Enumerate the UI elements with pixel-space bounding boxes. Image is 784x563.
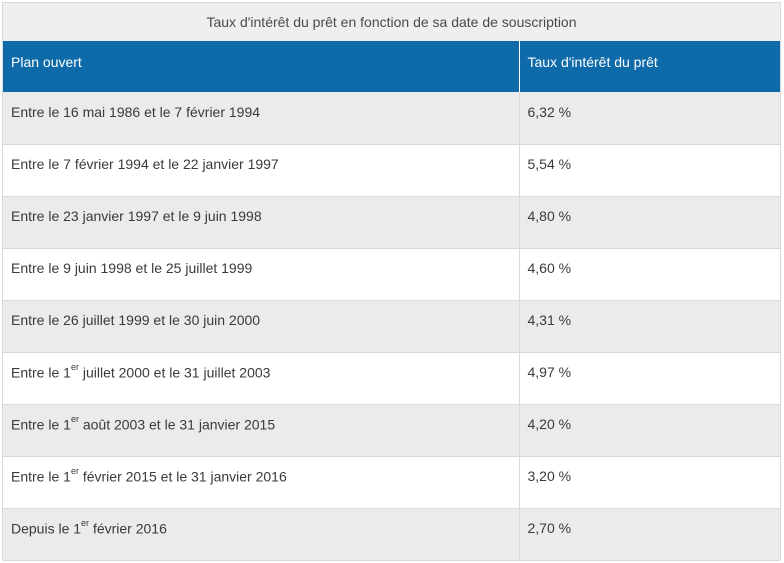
plan-period-text: Entre le 26 juillet 1999 et le 30 juin 2… [11, 312, 261, 328]
header-rate: Taux d'intérêt du prêt [518, 41, 780, 92]
plan-period-cell: Entre le 1er février 2015 et le 31 janvi… [3, 456, 519, 509]
table-row: Entre le 1er août 2003 et le 31 janvier … [3, 404, 780, 457]
rate-table: Plan ouvert Taux d'intérêt du prêt Entre… [3, 41, 780, 561]
plan-period-text: Entre le 16 mai 1986 et le 7 février 199… [11, 103, 261, 120]
ordinal-suffix: er [70, 361, 79, 372]
table-row: Depuis le 1er février 2016 2,70 % [3, 508, 780, 561]
plan-period-cell: Entre le 23 janvier 1997 et le 9 juin 19… [3, 196, 519, 249]
rate-cell: 2,70 % [518, 508, 780, 561]
plan-period-text: Entre le 1 [11, 416, 71, 433]
header-plan: Plan ouvert [3, 41, 519, 92]
table-caption: Taux d'intérêt du prêt en fonction de sa… [3, 3, 780, 41]
plan-period-cell: Entre le 9 juin 1998 et le 25 juillet 19… [3, 248, 519, 301]
plan-period-cell: Entre le 7 février 1994 et le 22 janvier… [3, 144, 519, 197]
plan-period-cell: Entre le 26 juillet 1999 et le 30 juin 2… [3, 300, 519, 353]
rate-cell: 4,80 % [518, 196, 780, 249]
plan-period-text: Entre le 1 [11, 364, 71, 381]
plan-period-text-rest: février 2016 [89, 520, 167, 537]
rate-cell: 4,97 % [518, 352, 780, 405]
plan-period-text-rest: février 2015 et le 31 janvier 2016 [78, 468, 287, 485]
plan-period-cell: Entre le 16 mai 1986 et le 7 février 199… [3, 92, 519, 145]
plan-period-cell: Entre le 1er juillet 2000 et le 31 juill… [3, 352, 519, 405]
table-row: Entre le 23 janvier 1997 et le 9 juin 19… [3, 196, 780, 249]
ordinal-suffix: er [81, 517, 90, 528]
rate-cell: 6,32 % [518, 92, 780, 145]
rate-cell: 5,54 % [518, 144, 780, 197]
table-row: Entre le 7 février 1994 et le 22 janvier… [3, 144, 780, 197]
plan-period-text: Entre le 23 janvier 1997 et le 9 juin 19… [11, 208, 262, 224]
plan-period-text: Depuis le 1 [11, 520, 82, 537]
plan-period-text-rest: juillet 2000 et le 31 juillet 2003 [78, 364, 271, 381]
table-row: Entre le 1er juillet 2000 et le 31 juill… [3, 352, 780, 405]
plan-period-text: Entre le 7 février 1994 et le 22 janvier… [11, 156, 279, 172]
rate-cell: 3,20 % [518, 456, 780, 509]
table-row: Entre le 26 juillet 1999 et le 30 juin 2… [3, 300, 780, 353]
ordinal-suffix: er [70, 413, 79, 424]
table-header-row: Plan ouvert Taux d'intérêt du prêt [3, 41, 780, 92]
table-row: Entre le 9 juin 1998 et le 25 juillet 19… [3, 248, 780, 301]
plan-period-text: Entre le 1 [11, 468, 71, 485]
ordinal-suffix: er [70, 465, 79, 476]
rate-cell: 4,20 % [518, 404, 780, 457]
rate-cell: 4,31 % [518, 300, 780, 353]
table-row: Entre le 16 mai 1986 et le 7 février 199… [3, 92, 780, 145]
plan-period-text: Entre le 9 juin 1998 et le 25 juillet 19… [11, 260, 253, 276]
rate-cell: 4,60 % [518, 248, 780, 301]
plan-period-text-rest: août 2003 et le 31 janvier 2015 [78, 416, 276, 433]
plan-period-cell: Depuis le 1er février 2016 [3, 508, 519, 561]
plan-period-cell: Entre le 1er août 2003 et le 31 janvier … [3, 404, 519, 457]
table-row: Entre le 1er février 2015 et le 31 janvi… [3, 456, 780, 509]
